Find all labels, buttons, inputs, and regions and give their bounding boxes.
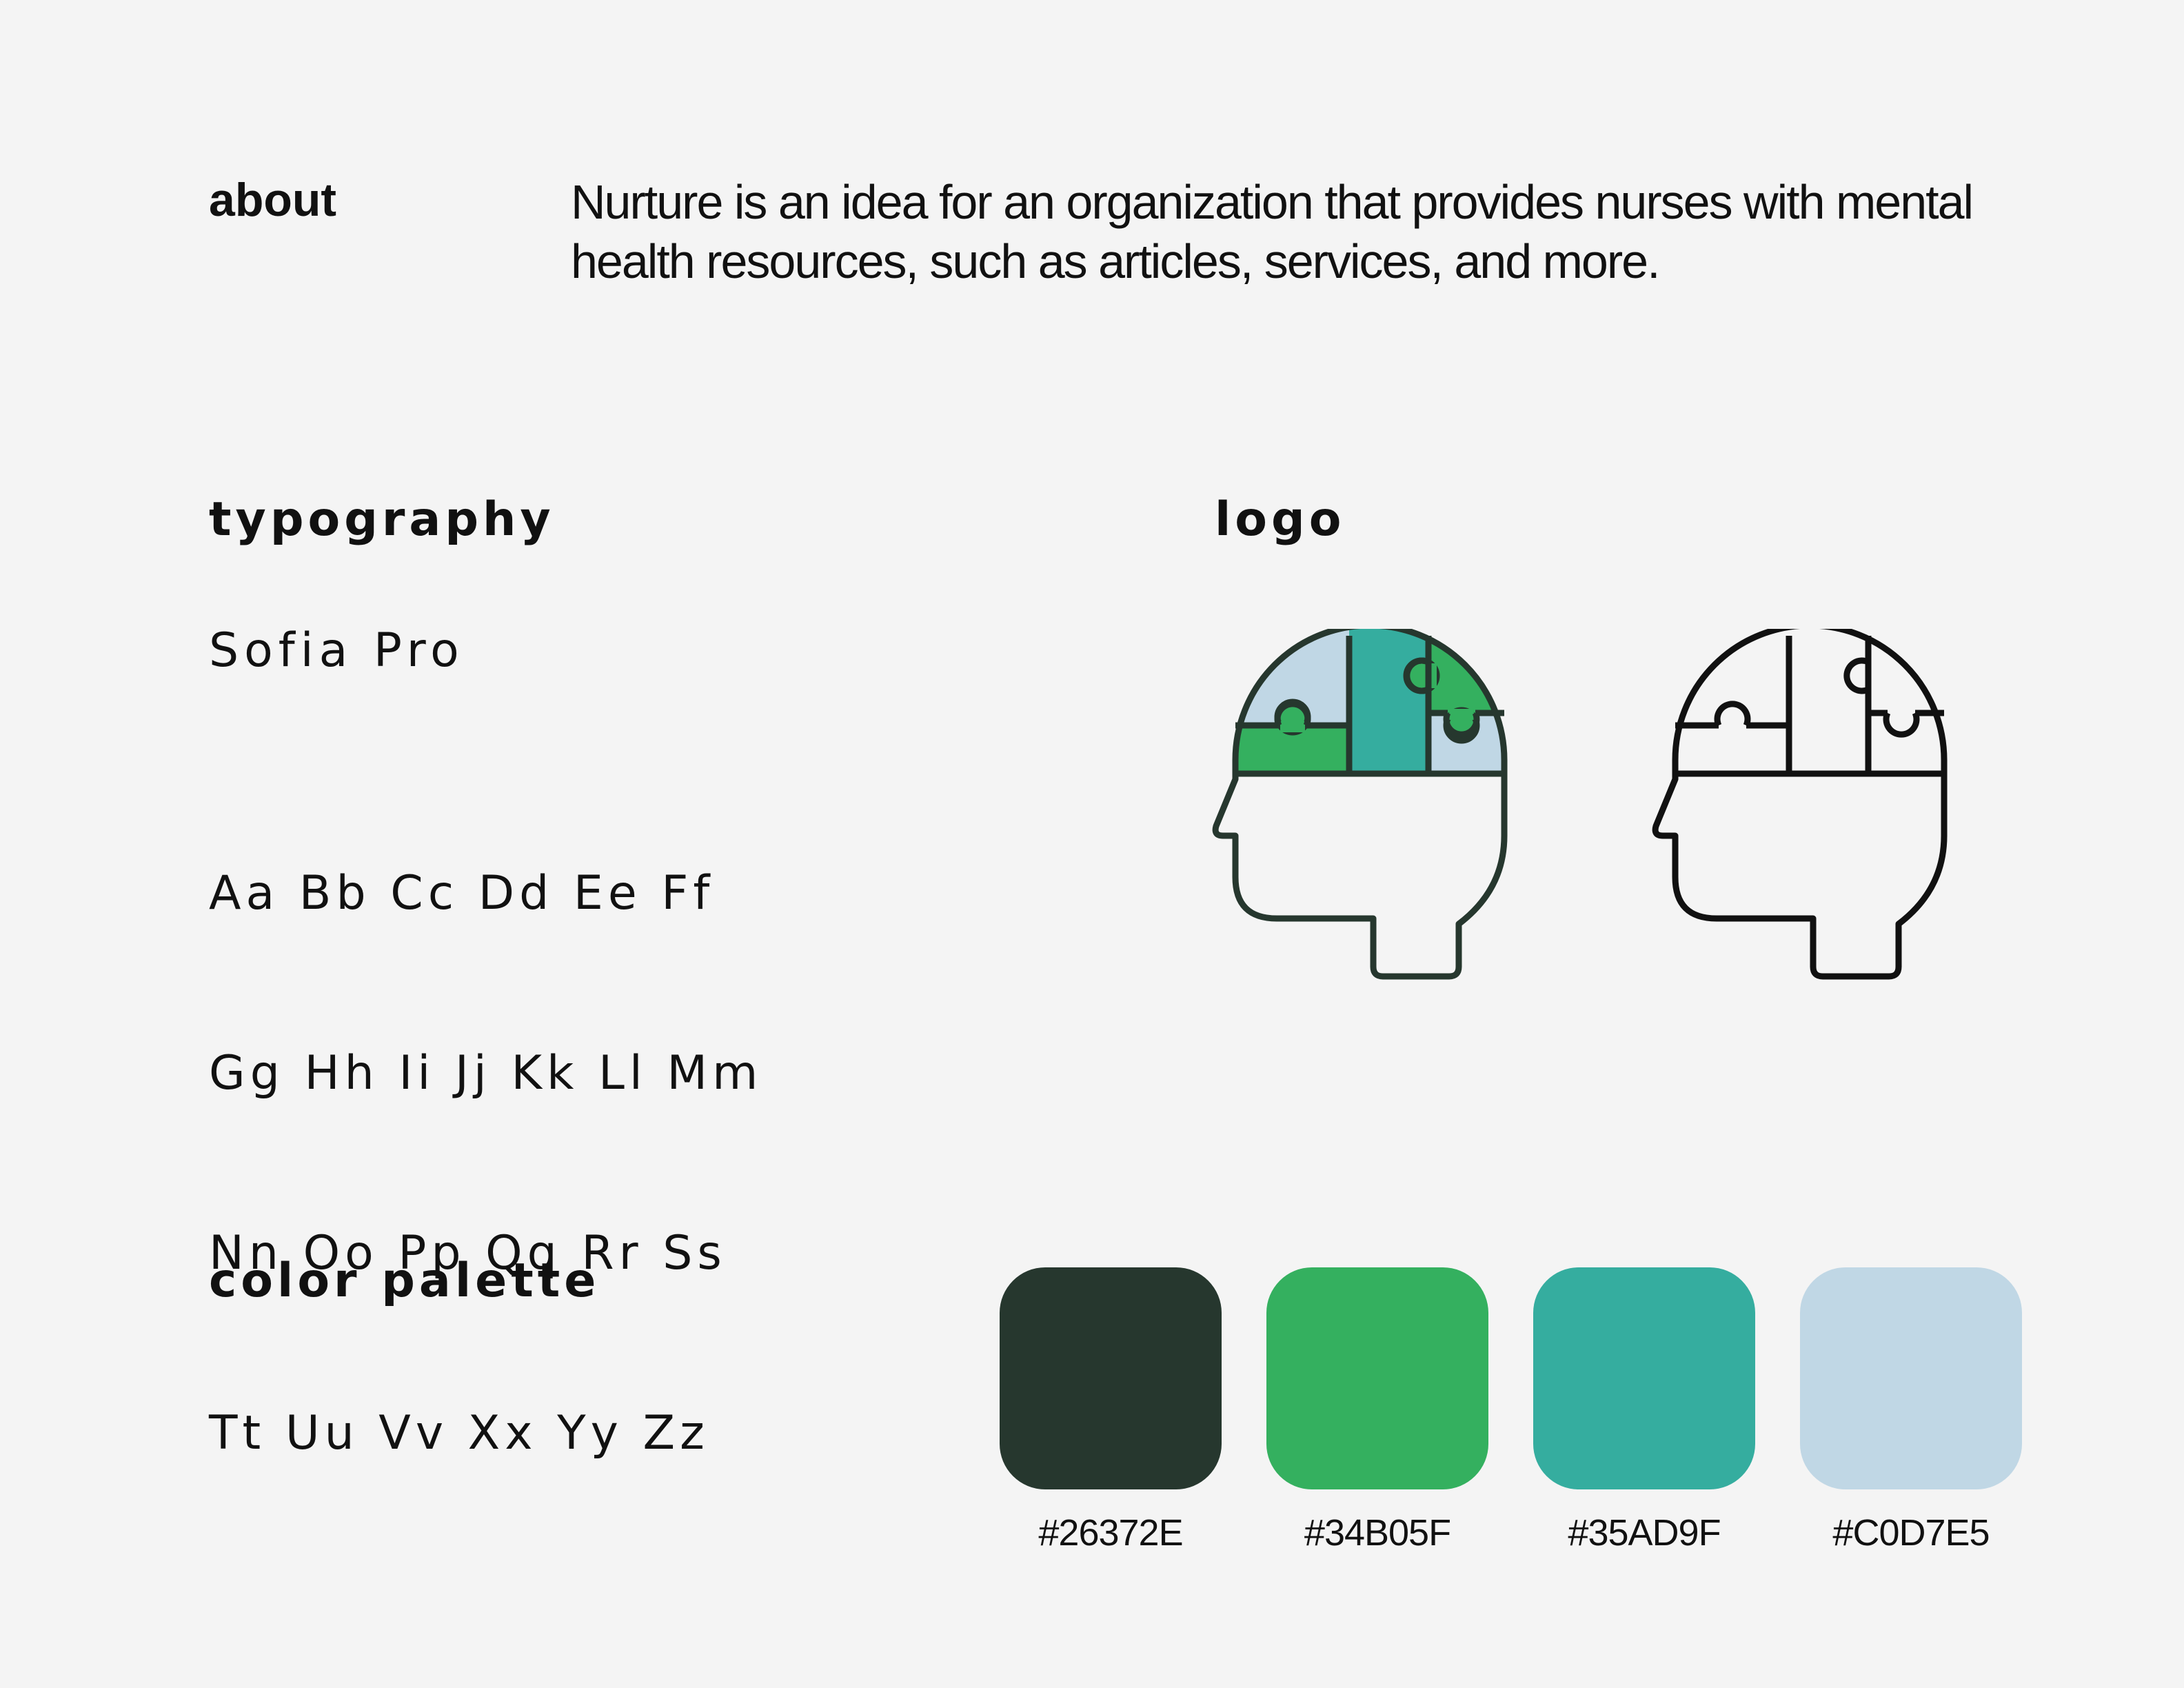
about-heading: about bbox=[209, 174, 337, 226]
specimen-line: Nn Oo Pp Qq Rr Ss bbox=[209, 1226, 727, 1280]
head-puzzle-logo-outline-icon bbox=[1652, 629, 1948, 980]
specimen-line: Aa Bb Cc Dd Ee Ff bbox=[209, 866, 715, 921]
about-description: Nurture is an idea for an organization t… bbox=[571, 175, 1974, 288]
specimen-line: Tt Uu Vv Xx Yy Zz bbox=[209, 1406, 709, 1460]
typography-heading: typography bbox=[209, 492, 555, 547]
alphabet-specimen: Aa Bb Cc Dd Ee Ff Gg Hh Ii Jj Kk Ll Mm N… bbox=[209, 743, 762, 1523]
logo-heading: logo bbox=[1215, 492, 1346, 547]
color-swatch-group: #26372E bbox=[1000, 1267, 1222, 1551]
color-swatch-group: #34B05F bbox=[1266, 1267, 1488, 1551]
head-puzzle-logo-color-icon bbox=[1212, 629, 1508, 980]
specimen-line: Gg Hh Ii Jj Kk Ll Mm bbox=[209, 1046, 763, 1101]
color-swatch-group: #35AD9F bbox=[1533, 1267, 1755, 1551]
color-swatch bbox=[1533, 1267, 1755, 1489]
color-swatch bbox=[1000, 1267, 1222, 1489]
color-hex-label: #C0D7E5 bbox=[1832, 1512, 1990, 1554]
color-hex-label: #34B05F bbox=[1304, 1512, 1451, 1554]
color-palette-heading: color palette bbox=[209, 1254, 600, 1308]
color-swatch bbox=[1800, 1267, 2022, 1489]
color-swatch bbox=[1266, 1267, 1488, 1489]
color-swatch-group: #C0D7E5 bbox=[1800, 1267, 2022, 1551]
font-name: Sofia Pro bbox=[209, 623, 465, 678]
color-hex-label: #35AD9F bbox=[1568, 1512, 1721, 1554]
color-hex-label: #26372E bbox=[1038, 1512, 1183, 1554]
